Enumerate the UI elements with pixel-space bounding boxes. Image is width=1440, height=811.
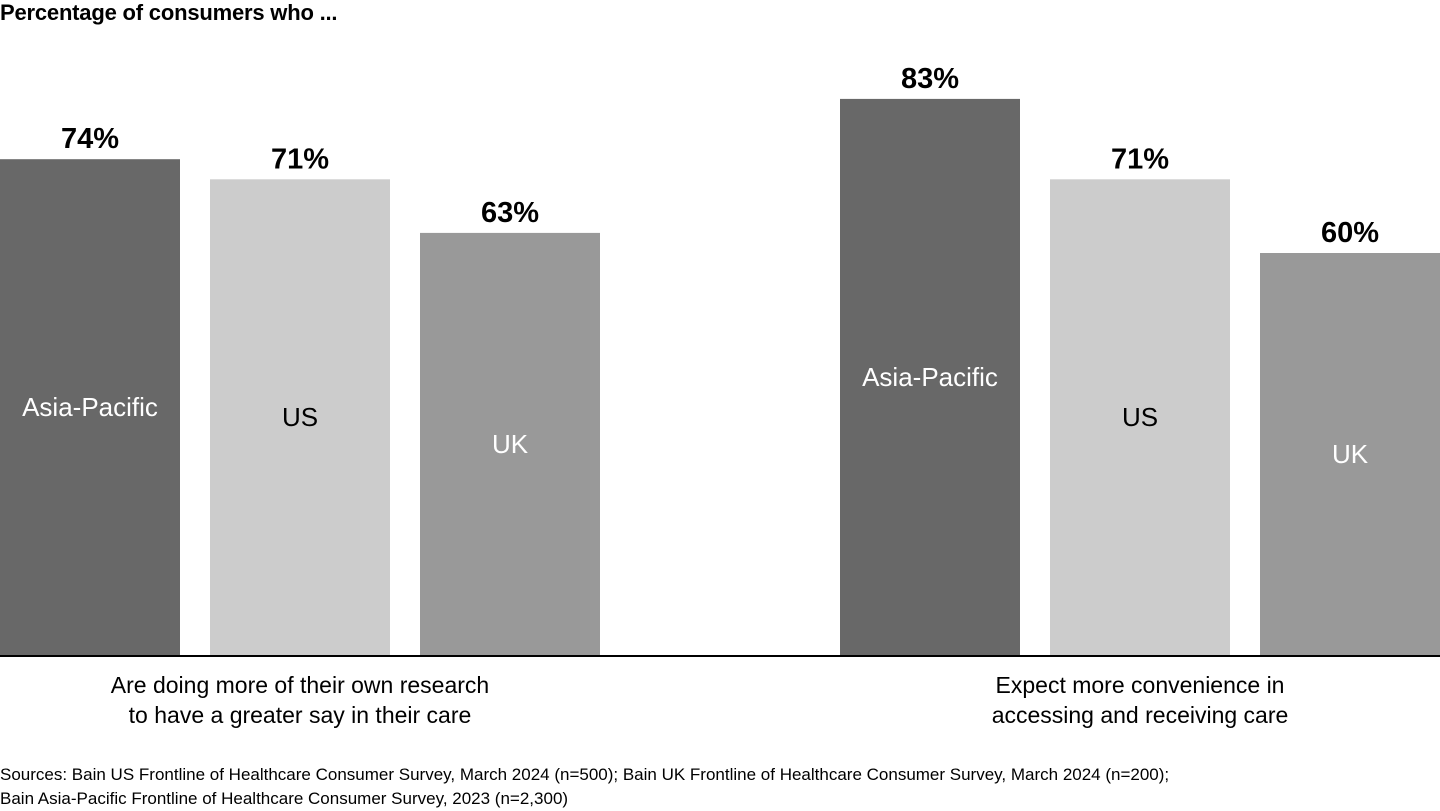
bar-name-us-group-1: US — [282, 402, 318, 432]
value-label-uk-group-2: 60% — [1321, 217, 1379, 249]
value-label-us-group-2: 71% — [1111, 143, 1169, 175]
source-note: Sources: Bain US Frontline of Healthcare… — [0, 763, 1440, 811]
bar-name-us-group-2: US — [1122, 402, 1158, 432]
bar-name-asia-pacific-group-1: Asia-Pacific — [22, 392, 158, 422]
source-line-1: Sources: Bain US Frontline of Healthcare… — [0, 765, 1170, 784]
bar-asia-pacific-group-1 — [0, 159, 180, 655]
source-line-2: Bain Asia-Pacific Frontline of Healthcar… — [0, 789, 569, 808]
bars-layer: 74% Asia-Pacific 71% US 63% UK 83% Asia-Pacific… — [0, 63, 1440, 656]
bar-name-uk-group-2: UK — [1332, 439, 1369, 469]
value-label-asia-pacific-group-1: 74% — [61, 123, 119, 155]
bar-uk-group-2 — [1260, 253, 1440, 655]
bar-name-uk-group-1: UK — [492, 429, 529, 459]
bar-us-group-2 — [1050, 179, 1230, 656]
bar-us-group-1 — [210, 179, 390, 656]
chart-title: Percentage of consumers who ... — [0, 0, 338, 25]
value-label-us-group-1: 71% — [271, 143, 329, 175]
value-label-uk-group-1: 63% — [481, 197, 539, 229]
bar-name-asia-pacific-group-2: Asia-Pacific — [862, 362, 998, 392]
group-label-research: Are doing more of their own research to … — [110, 672, 490, 728]
bar-uk-group-1 — [420, 232, 600, 655]
bar-asia-pacific-group-2 — [840, 98, 1020, 655]
group-label-convenience: Expect more convenience in accessing and… — [991, 672, 1289, 728]
value-label-asia-pacific-group-2: 83% — [901, 63, 959, 95]
